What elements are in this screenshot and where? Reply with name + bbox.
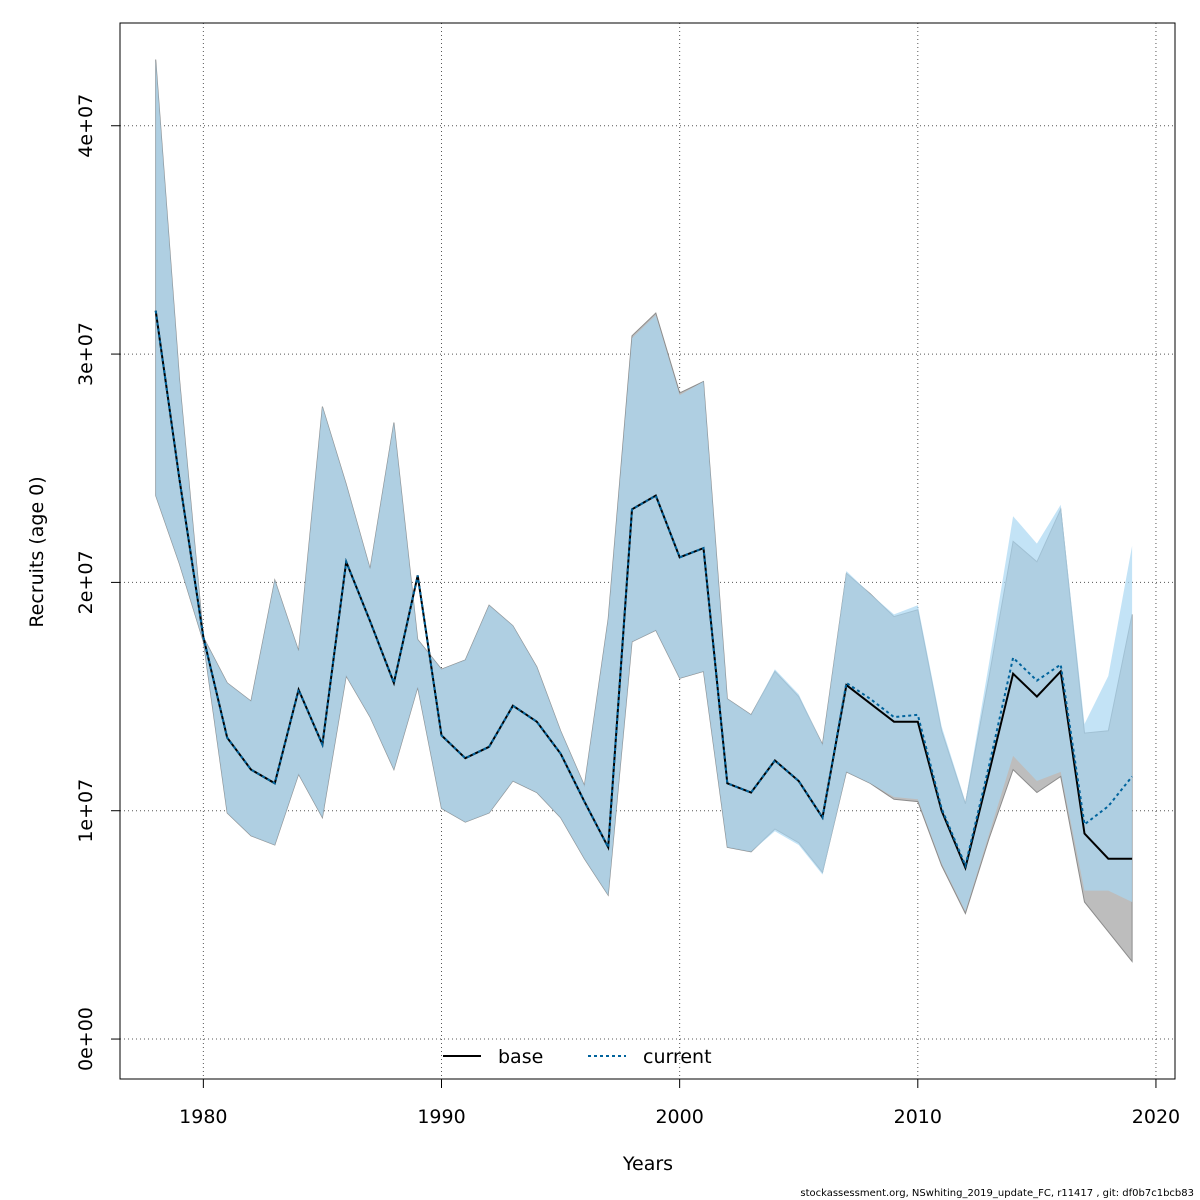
y-tick-label: 3e+07 (75, 322, 97, 386)
y-tick-label: 1e+07 (75, 779, 97, 843)
x-tick-label: 1980 (179, 1106, 227, 1128)
legend-label-current: current (643, 1046, 712, 1068)
x-tick-label: 2000 (655, 1106, 703, 1128)
legend: base current (443, 1046, 712, 1068)
x-tick-label: 1990 (417, 1106, 465, 1128)
footer-credit: stockassessment.org, NSwhiting_2019_upda… (800, 1188, 1194, 1199)
confidence-bands (155, 59, 1133, 963)
band-current (155, 59, 1133, 912)
x-tick-label: 2020 (1132, 1106, 1180, 1128)
series-lines (154, 310, 1133, 871)
x-axis: 1980 1990 2000 2010 2020 (179, 1078, 1180, 1128)
y-axis-title: Recruits (age 0) (26, 476, 48, 627)
x-tick-label: 2010 (894, 1106, 942, 1128)
legend-label-base: base (498, 1046, 543, 1068)
y-tick-label: 0e+00 (75, 1007, 97, 1071)
y-axis: 0e+00 1e+07 2e+07 3e+07 4e+07 (75, 94, 121, 1071)
y-tick-label: 2e+07 (75, 550, 97, 614)
y-tick-label: 4e+07 (75, 94, 97, 158)
x-axis-title: Years (622, 1153, 673, 1175)
